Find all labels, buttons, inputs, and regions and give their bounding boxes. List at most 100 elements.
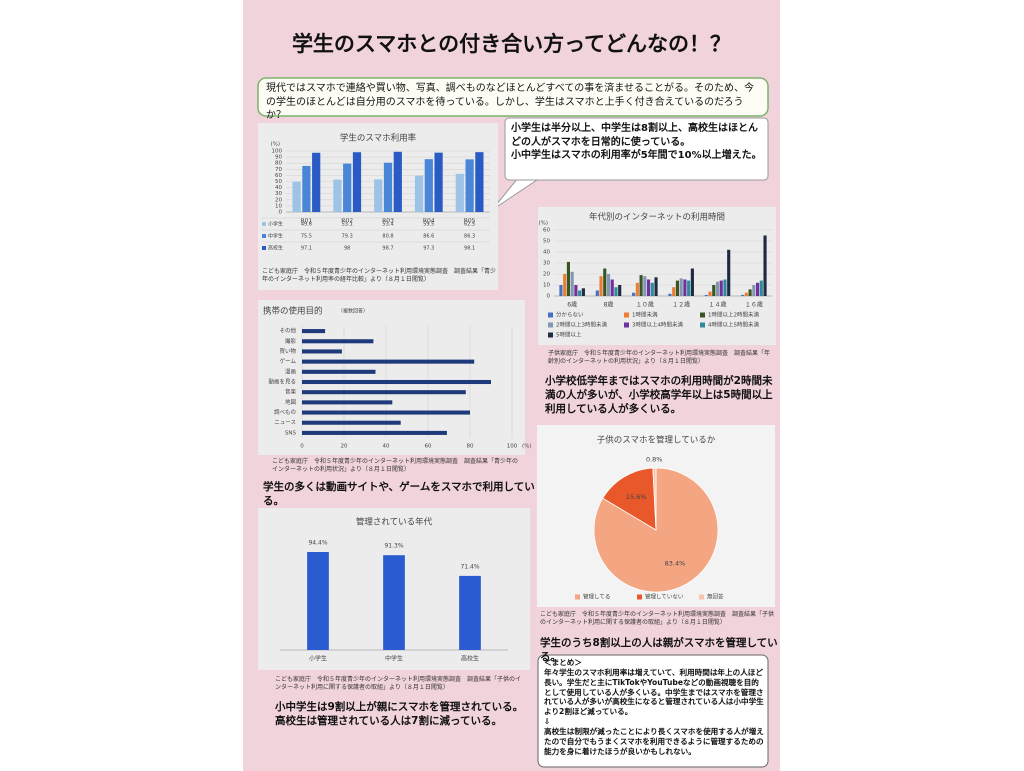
x-axis-label: (%) [522, 444, 532, 450]
callout-box [504, 117, 769, 181]
y-tick-label: SNS [285, 430, 297, 436]
bar [643, 276, 647, 296]
comment: 小学校低学年まではスマホの利用時間が2時間未満の人が多いが、小学校高学年以上は5… [545, 375, 773, 416]
y-tick-label: その他 [279, 327, 296, 335]
y-tick-label: ゲーム [280, 357, 297, 365]
bar [606, 274, 611, 296]
legend-swatch [262, 222, 266, 226]
table-value: 86.6 [423, 234, 434, 240]
legend-swatch [548, 322, 553, 328]
bar [610, 279, 614, 296]
y-tick-label: 音楽 [285, 388, 297, 396]
source: こども家庭庁 令和５年度青少年のインターネット利用環境実態調査 調査結果「子供の… [275, 676, 522, 691]
bar [302, 430, 447, 435]
y-tick-label: 0 [547, 294, 551, 300]
legend-swatch [262, 246, 266, 250]
pie-slice [652, 467, 657, 531]
table-value: 49.6 [301, 222, 312, 228]
y-tick-label: 40 [543, 250, 550, 256]
comment: 学生のうち8割以上の人は親がスマホを管理している。 [540, 637, 778, 664]
chart-title: 携帯の使用目的 [263, 306, 323, 317]
legend-swatch [637, 594, 642, 600]
bar [563, 274, 567, 296]
legend-label: 1時間未満 [632, 311, 658, 319]
table-value: 62.5 [464, 222, 475, 228]
bar [455, 173, 464, 212]
table-value: 75.5 [301, 234, 312, 240]
bar [719, 280, 723, 296]
bar [618, 285, 622, 296]
x-tick-label: R04 [423, 218, 435, 225]
table-value: 97.3 [423, 246, 434, 252]
chart-title: 管理されている年代 [356, 517, 433, 528]
bar [581, 288, 585, 296]
table-value: 53.4 [382, 222, 393, 228]
y-tick-label: 100 [272, 149, 283, 155]
legend-swatch [624, 312, 629, 318]
bar [654, 277, 658, 296]
comment: 学生の多くは動画サイトや、ゲームをスマホで利用している。 [263, 481, 535, 508]
table-value: 80.8 [382, 234, 393, 240]
legend-label: 4時間以上5時間未満 [708, 321, 759, 329]
x-tick-label: 小学生 [309, 655, 327, 663]
bar [343, 163, 352, 212]
legend-swatch [575, 594, 580, 600]
bar [639, 275, 643, 296]
bar [570, 271, 574, 296]
bar [393, 151, 402, 212]
value-label: 83.4% [665, 559, 686, 567]
source: こども家庭庁 令和５年度青少年のインターネット利用環境実態調査 調査結果「青少年… [272, 458, 519, 473]
y-tick-label: 50 [275, 179, 282, 185]
y-tick-label: 10 [543, 283, 550, 289]
x-tick-label: 100 [507, 444, 518, 450]
bar [302, 379, 491, 385]
bar [459, 575, 481, 650]
bar [302, 329, 326, 334]
y-tick-label: 40 [275, 185, 282, 191]
bar [614, 287, 618, 296]
bar [675, 280, 679, 296]
chart-panel [258, 300, 525, 455]
bar [763, 235, 767, 296]
table-value: 86.3 [464, 234, 475, 240]
callout-text: 小学生は半分以上、中学生は8割以上、高校生はほとんどの人がスマホを日常的に使って… [511, 122, 763, 163]
value-label: 94.4% [308, 540, 327, 547]
bar [727, 249, 731, 296]
table-value: 98 [344, 246, 350, 252]
x-tick-label: 20 [341, 444, 348, 450]
x-tick-label: R02 [341, 218, 353, 225]
y-tick-label: 動画を見る [268, 378, 296, 386]
bar [647, 279, 651, 296]
bar [383, 162, 393, 212]
legend-label: 高校生 [268, 245, 283, 252]
legend-label: 管理してる [583, 593, 610, 601]
summary-heading: ＜まとめ＞ [544, 658, 582, 667]
y-axis-label: (%) [270, 142, 280, 148]
intro-text: 現代ではスマホで連絡や買い物、写真、調べものなどほとんどすべての事を済ませること… [266, 83, 754, 121]
bar [599, 276, 603, 296]
bar [704, 294, 708, 296]
bar [679, 278, 683, 296]
bar [352, 152, 362, 212]
legend-swatch [548, 312, 553, 318]
y-tick-label: 地図 [285, 398, 297, 406]
chart-subtitle: （複数回答） [338, 308, 368, 315]
x-tick-label: 80 [467, 444, 474, 450]
poster-title: 学生のスマホとの付き合い方ってどんなの！？ [291, 32, 732, 56]
x-tick-label: 8歳 [604, 301, 614, 309]
bar [302, 339, 374, 344]
bar [752, 285, 756, 296]
value-label: 71.4% [460, 563, 479, 570]
bar [566, 261, 570, 296]
bar [756, 282, 760, 296]
bar [708, 291, 712, 296]
bar [292, 181, 301, 212]
legend-label: 5時間以上 [556, 331, 582, 339]
legend-swatch [699, 594, 704, 600]
bar [595, 290, 599, 296]
y-tick-label: 30 [543, 261, 550, 267]
bar [434, 152, 443, 212]
callout-line: 小中学生はスマホの利用率が5年間で10%以上増えた。 [511, 150, 762, 161]
bar [741, 294, 745, 296]
